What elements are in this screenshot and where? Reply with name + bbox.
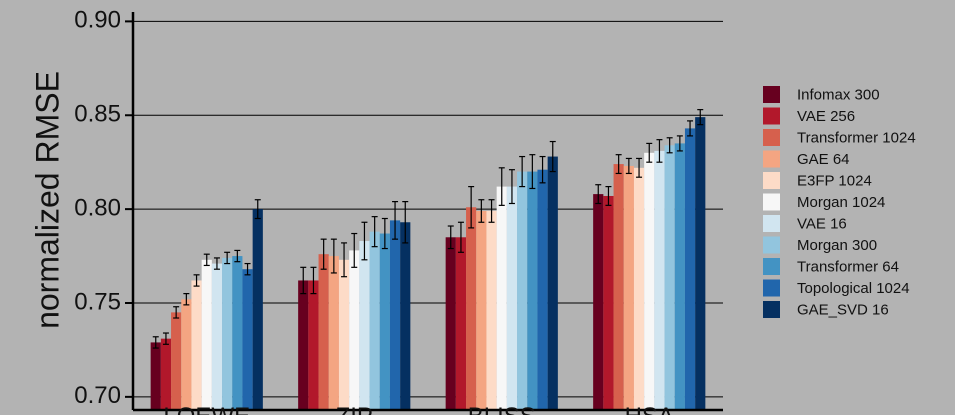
legend-swatch: [763, 279, 780, 297]
bar: [252, 209, 263, 410]
bar: [506, 186, 518, 410]
legend: Infomax 300 VAE 256 Transformer 1024 GAE 64…: [763, 86, 916, 318]
legend-swatch: [763, 236, 780, 254]
bar: [338, 259, 350, 410]
bar: [486, 211, 497, 410]
legend-swatch: [763, 86, 780, 103]
legend-label: Transformer 64: [797, 258, 899, 275]
bar: [328, 256, 339, 410]
x-category-label: HSA: [625, 403, 674, 415]
bar: [613, 164, 624, 410]
legend-swatch: [763, 129, 780, 146]
bars: [150, 117, 706, 410]
y-tick-label: 0.90: [74, 7, 121, 34]
bar: [222, 257, 233, 410]
bar: [674, 143, 685, 410]
legend-label: VAE 16: [797, 215, 847, 232]
legend-swatch: [763, 193, 780, 211]
bar: [517, 171, 528, 410]
bar: [603, 195, 614, 410]
bar: [644, 152, 655, 410]
bar: [593, 194, 604, 410]
legend-swatch: [763, 258, 780, 275]
bar: [547, 156, 558, 410]
bar: [527, 171, 538, 410]
bar: [369, 231, 380, 410]
bar: [537, 169, 548, 410]
legend-swatch: [763, 107, 780, 125]
error-bars: [152, 109, 704, 349]
bar: [684, 128, 696, 410]
bar: [242, 269, 253, 410]
bar: [445, 237, 456, 410]
bar: [150, 342, 161, 410]
bar: [211, 263, 223, 410]
legend-swatch: [763, 301, 780, 318]
legend-swatch: [763, 150, 780, 168]
legend-label: GAE 64: [797, 151, 850, 168]
bar: [181, 299, 192, 410]
bar: [171, 312, 182, 410]
x-category-label: BLISS: [468, 403, 536, 415]
bar: [298, 280, 309, 410]
bar: [318, 254, 329, 410]
legend-label: Infomax 300: [797, 86, 880, 103]
legend-label: Morgan 1024: [797, 194, 885, 211]
legend-label: VAE 256: [797, 108, 855, 125]
legend-label: GAE_SVD 16: [797, 301, 889, 318]
legend-label: E3FP 1024: [797, 172, 872, 189]
bar: [359, 241, 370, 410]
bar: [389, 220, 401, 410]
legend-swatch: [763, 215, 780, 232]
bar: [654, 150, 665, 410]
bar: [308, 280, 319, 410]
x-category-labels: LOEWE ZIP BLISS HSA: [163, 403, 674, 415]
bar: [664, 145, 675, 410]
y-tick-label: 0.70: [74, 382, 121, 409]
bar: [379, 233, 390, 410]
y-axis-label: normalized RMSE: [29, 71, 65, 329]
legend-swatch: [763, 172, 780, 189]
y-tick-label: 0.80: [74, 194, 121, 221]
x-category-label: ZIP: [336, 403, 373, 415]
bar: [623, 165, 634, 410]
bar: [476, 211, 487, 410]
legend-label: Topological 1024: [797, 280, 910, 297]
y-tick-label: 0.75: [74, 288, 121, 315]
bar: [349, 250, 360, 410]
bar: [695, 117, 706, 410]
y-tick-labels: 0.70 0.75 0.80 0.85 0.90: [74, 7, 121, 409]
legend-label: Morgan 300: [797, 237, 877, 254]
y-tick-label: 0.85: [74, 101, 121, 128]
bar: [455, 237, 467, 410]
axes: [131, 12, 723, 412]
bar: [400, 222, 411, 410]
bar: [201, 259, 212, 410]
bar: [232, 256, 243, 410]
bar: [633, 167, 645, 410]
bar: [496, 186, 507, 410]
x-category-label: LOEWE: [163, 403, 250, 415]
bar: [160, 338, 172, 410]
legend-label: Transformer 1024: [797, 129, 916, 146]
bar: [466, 207, 477, 410]
bar: [191, 280, 202, 410]
